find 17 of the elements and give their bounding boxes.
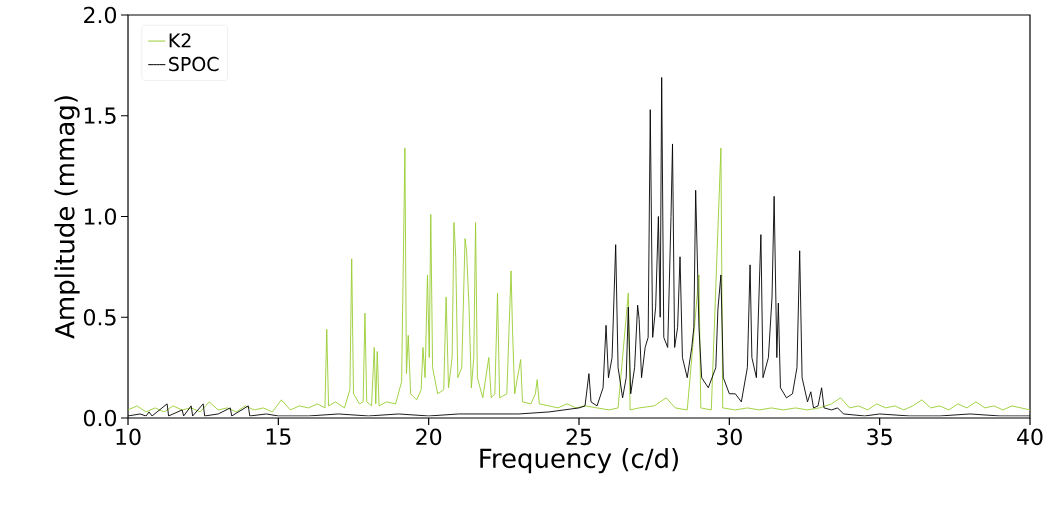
y-tick-label: 0.0 <box>83 409 117 427</box>
x-tick-label: 40 <box>1017 428 1043 446</box>
y-tick-label: 1.5 <box>84 107 116 124</box>
y-tick-label: 1.0 <box>84 208 117 225</box>
x-axis-title: Frequency (c/d) <box>480 448 678 474</box>
x-tick-label: 25 <box>566 428 592 446</box>
x-tick-label: 35 <box>867 428 892 446</box>
y-tick-label: 2.0 <box>84 6 117 24</box>
x-tick-label: 10 <box>116 428 141 446</box>
line-series <box>128 147 1030 413</box>
x-tick-label: 15 <box>266 428 291 445</box>
y-axis-title: Amplitude (mmag) <box>54 96 80 339</box>
legend-label: SPOC <box>169 56 219 72</box>
x-tick-label: 30 <box>717 428 742 446</box>
y-tick-label: 0.5 <box>83 308 116 326</box>
legend-label: K2 <box>169 33 191 48</box>
x-tick-label: 20 <box>416 428 442 446</box>
